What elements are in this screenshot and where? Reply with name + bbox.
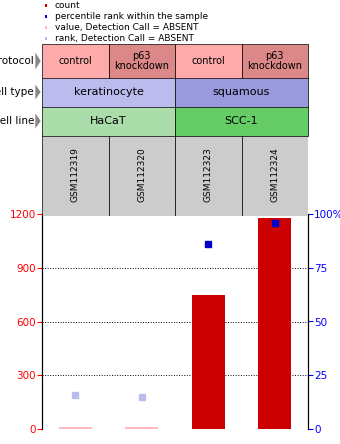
Polygon shape [35,84,41,99]
Polygon shape [35,114,41,128]
Bar [42,77,175,107]
Text: control: control [191,56,225,66]
Bar [241,134,308,216]
Text: GSM112324: GSM112324 [270,148,279,202]
Text: cell type: cell type [0,87,34,97]
Bar [45,26,47,29]
Bar [108,134,175,216]
Text: p63
knockdown: p63 knockdown [114,51,169,71]
Bar [175,134,241,216]
Bar [241,44,308,78]
Bar [125,427,158,429]
Text: GSM112319: GSM112319 [71,147,80,202]
Text: count: count [55,1,81,10]
Text: SCC-1: SCC-1 [225,116,258,126]
Text: keratinocyte: keratinocyte [73,87,143,97]
Polygon shape [35,52,41,70]
Bar [175,44,241,78]
Text: GSM112320: GSM112320 [137,147,146,202]
Bar [58,427,92,429]
Bar [192,295,225,429]
Text: value, Detection Call = ABSENT: value, Detection Call = ABSENT [55,23,198,32]
Bar [42,44,108,78]
Text: squamous: squamous [213,87,270,97]
Text: protocol: protocol [0,56,34,66]
Title: GDS2087 / 231941_s_at: GDS2087 / 231941_s_at [100,198,250,211]
Bar [42,106,175,136]
Bar [45,4,47,7]
Text: cell line: cell line [0,116,34,126]
Bar [45,37,47,40]
Text: percentile rank within the sample: percentile rank within the sample [55,12,208,21]
Text: rank, Detection Call = ABSENT: rank, Detection Call = ABSENT [55,34,194,43]
Text: HaCaT: HaCaT [90,116,127,126]
Bar [42,134,108,216]
Text: p63
knockdown: p63 knockdown [247,51,302,71]
Bar [108,44,175,78]
Bar [175,106,308,136]
Text: control: control [58,56,92,66]
Bar [175,77,308,107]
Bar [258,218,291,429]
Text: GSM112323: GSM112323 [204,147,213,202]
Bar [45,15,47,18]
